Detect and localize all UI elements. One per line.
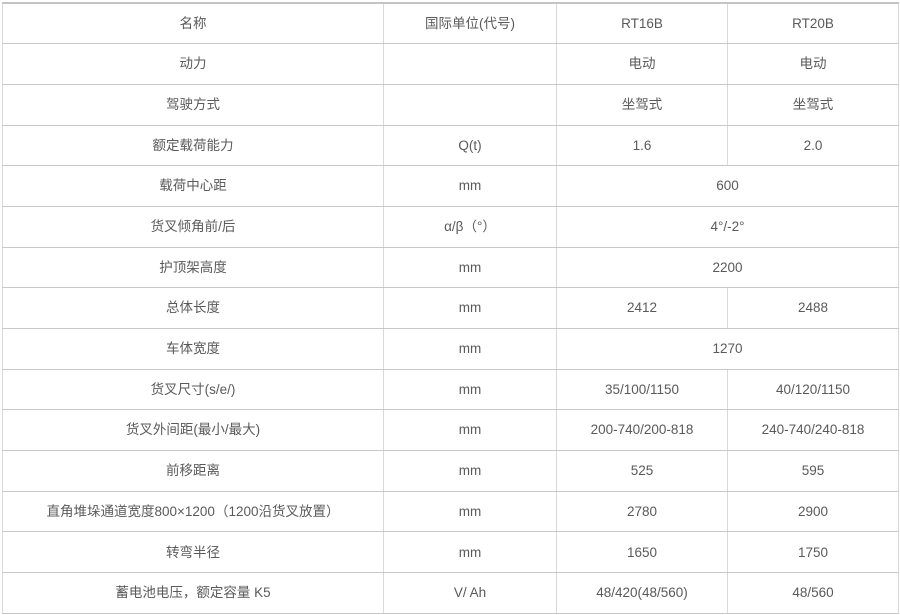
row-unit: mm [383,328,557,370]
row-value-rt20b: 坐驾式 [727,83,899,126]
row-label: 载荷中心距 [2,165,384,207]
column-header-unit: 国际单位(代号) [383,2,557,45]
row-value-rt20b: 240-740/240-818 [727,409,899,452]
table-row: 蓄电池电压，额定容量 K5 V/ Ah 48/420(48/560) 48/560 [2,572,899,614]
table-row: 载荷中心距 mm 600 [2,165,899,207]
row-value-rt20b: 1750 [727,531,899,574]
row-label: 动力 [2,43,384,85]
row-value-rt16b: 坐驾式 [556,83,728,126]
row-value-rt16b: 2780 [556,490,728,533]
column-header-rt16b: RT16B [556,2,728,45]
table-row: 总体长度 mm 2412 2488 [2,287,899,329]
row-label: 驾驶方式 [2,83,384,126]
row-unit: mm [383,165,557,207]
table-row: 护顶架高度 mm 2200 [2,246,899,289]
row-value-merged: 600 [556,165,899,207]
row-value-rt16b: 电动 [556,43,728,85]
table-row: 货叉倾角前/后 α/β（°） 4°/-2° [2,205,899,248]
table-row: 动力 电动 电动 [2,43,899,85]
row-unit: mm [383,490,557,533]
row-unit: mm [383,368,557,411]
row-value-rt20b: 电动 [727,43,899,85]
row-label: 货叉倾角前/后 [2,205,384,248]
row-label: 额定载荷能力 [2,124,384,167]
table-row: 货叉外间距(最小/最大) mm 200-740/200-818 240-740/240… [2,409,899,452]
table-row: 车体宽度 mm 1270 [2,328,899,370]
row-unit-empty [383,43,557,85]
row-value-rt20b: 2488 [727,287,899,329]
row-value-rt16b: 48/420(48/560) [556,572,728,614]
row-value-rt20b: 2.0 [727,124,899,167]
row-unit: mm [383,287,557,329]
table-row: 转弯半径 mm 1650 1750 [2,531,899,574]
row-value-rt20b: 595 [727,450,899,492]
table-header-row: 名称 国际单位(代号) RT16B RT20B [2,2,899,45]
row-unit: Q(t) [383,124,557,167]
row-label: 转弯半径 [2,531,384,574]
row-value-rt16b: 525 [556,450,728,492]
row-label: 护顶架高度 [2,246,384,289]
row-value-rt16b: 35/100/1150 [556,368,728,411]
row-value-rt16b: 1.6 [556,124,728,167]
row-label: 车体宽度 [2,328,384,370]
table-row: 驾驶方式 坐驾式 坐驾式 [2,83,899,126]
row-value-merged: 2200 [556,246,899,289]
table-row: 直角堆垛通道宽度800×1200（1200沿货叉放置） mm 2780 2900 [2,490,899,533]
row-value-rt16b: 2412 [556,287,728,329]
row-label: 直角堆垛通道宽度800×1200（1200沿货叉放置） [2,490,384,533]
table-row: 额定载荷能力 Q(t) 1.6 2.0 [2,124,899,167]
row-label: 总体长度 [2,287,384,329]
row-value-rt16b: 200-740/200-818 [556,409,728,452]
row-label: 货叉尺寸(s/e/) [2,368,384,411]
row-value-rt20b: 48/560 [727,572,899,614]
table-row: 前移距离 mm 525 595 [2,450,899,492]
row-value-rt20b: 40/120/1150 [727,368,899,411]
row-value-rt16b: 1650 [556,531,728,574]
row-label: 货叉外间距(最小/最大) [2,409,384,452]
row-value-merged: 1270 [556,328,899,370]
column-header-rt20b: RT20B [727,2,899,45]
column-header-name: 名称 [2,2,384,45]
row-value-rt20b: 2900 [727,490,899,533]
row-label: 蓄电池电压，额定容量 K5 [2,572,384,614]
row-value-merged: 4°/-2° [556,205,899,248]
row-unit: mm [383,409,557,452]
row-unit: mm [383,450,557,492]
row-unit: α/β（°） [383,205,557,248]
table-row: 货叉尺寸(s/e/) mm 35/100/1150 40/120/1150 [2,368,899,411]
row-label: 前移距离 [2,450,384,492]
row-unit-empty [383,83,557,126]
row-unit: V/ Ah [383,572,557,614]
row-unit: mm [383,246,557,289]
row-unit: mm [383,531,557,574]
